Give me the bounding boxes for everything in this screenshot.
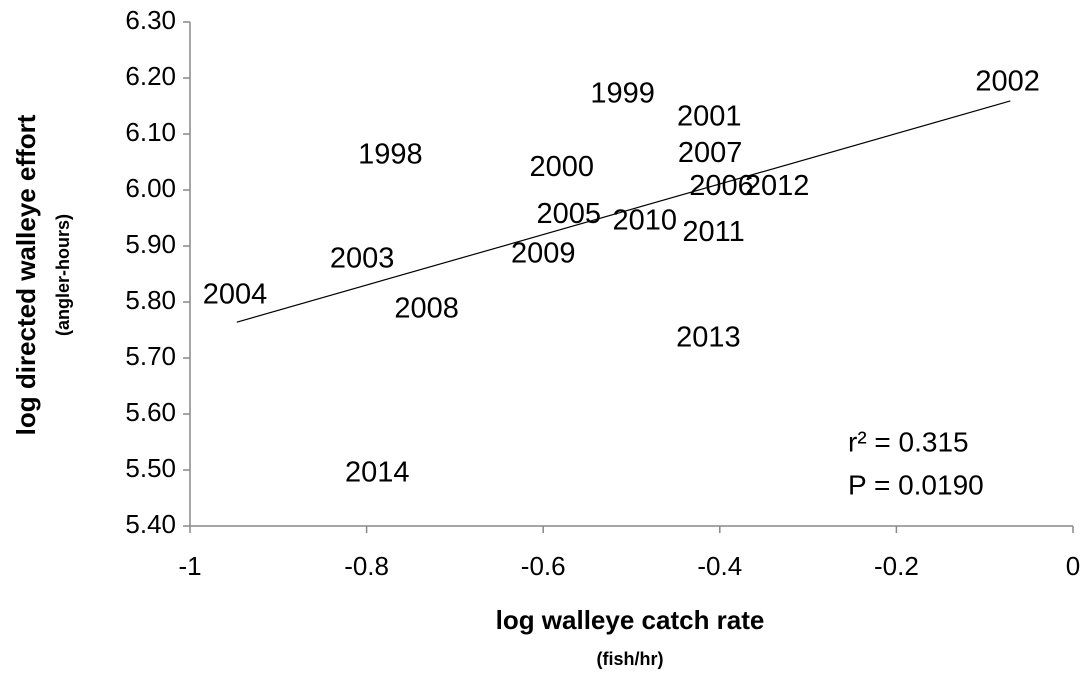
point-label: 2001 [677, 100, 742, 132]
x-axis-subtitle: (fish/hr) [597, 649, 664, 669]
annotation: r² = 0.315 [848, 426, 969, 457]
x-axis-title: log walleye catch rate [496, 605, 765, 635]
y-tick-label: 5.50 [125, 453, 176, 483]
annotation: P = 0.0190 [848, 469, 984, 500]
x-tick-label: -0.2 [874, 551, 919, 581]
point-label: 2003 [330, 243, 395, 275]
point-label: 2006 [689, 170, 754, 202]
point-label: 1998 [358, 138, 423, 170]
x-tick-label: -0.8 [344, 551, 389, 581]
point-label: 2008 [394, 292, 459, 324]
y-axis-subtitle: (angler-hours) [53, 214, 73, 336]
y-tick-label: 5.60 [125, 397, 176, 427]
y-tick-label: 6.10 [125, 117, 176, 147]
y-tick-label: 6.20 [125, 61, 176, 91]
point-label: 2014 [345, 457, 410, 489]
y-tick-label: 5.40 [125, 509, 176, 539]
x-tick-label: -1 [178, 551, 201, 581]
point-label: 2000 [529, 151, 594, 183]
y-tick-label: 6.30 [125, 5, 176, 35]
x-tick-label: 0 [1066, 551, 1080, 581]
point-label: 2005 [537, 198, 602, 230]
point-label: 2007 [678, 137, 743, 169]
point-label: 2010 [612, 205, 677, 237]
x-tick-label: -0.6 [521, 551, 566, 581]
y-tick-label: 5.80 [125, 285, 176, 315]
point-label: 1999 [590, 77, 655, 109]
trendline [236, 100, 1011, 323]
point-label: 2012 [745, 170, 810, 202]
point-label: 2011 [682, 216, 744, 248]
y-tick-label: 5.90 [125, 229, 176, 259]
x-tick-label: -0.4 [697, 551, 742, 581]
point-label: 2002 [975, 66, 1040, 98]
y-axis-title: log directed walleye effort [11, 114, 41, 435]
y-tick-label: 6.00 [125, 173, 176, 203]
point-label: 2004 [203, 278, 268, 310]
y-tick-label: 5.70 [125, 341, 176, 371]
point-label: 2009 [511, 238, 576, 270]
point-label: 2013 [676, 322, 741, 354]
